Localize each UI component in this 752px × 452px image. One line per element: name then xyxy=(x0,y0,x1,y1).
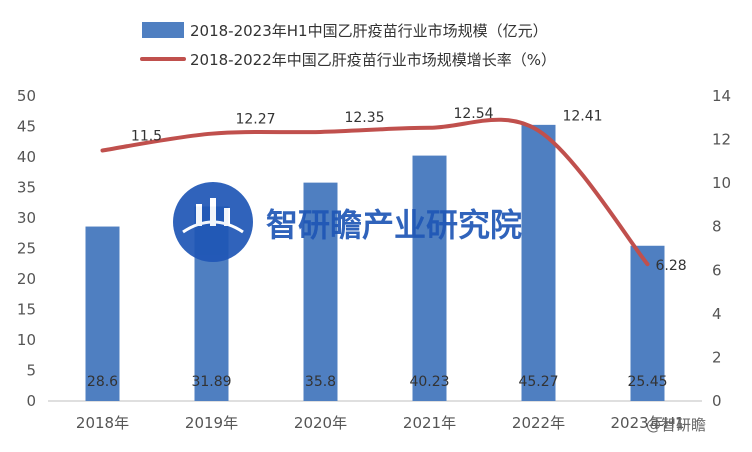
legend-line-label: 2018-2022年中国乙肝疫苗行业市场规模增长率（%） xyxy=(190,51,556,69)
x-tick-label: 2020年 xyxy=(294,414,347,432)
bar xyxy=(630,245,665,401)
y-right-tick-label: 4 xyxy=(712,305,722,323)
bar xyxy=(521,124,556,401)
y-left-tick-label: 15 xyxy=(17,301,36,319)
bar-value-label: 25.45 xyxy=(627,374,667,390)
bar-value-label: 31.89 xyxy=(191,374,231,390)
y-left-tick-label: 35 xyxy=(17,179,36,197)
x-tick-label: 2018年 xyxy=(76,414,129,432)
y-right-tick-label: 0 xyxy=(712,392,722,410)
y-right-tick-label: 2 xyxy=(712,348,722,366)
line-value-label: 12.27 xyxy=(235,112,275,128)
legend: 2018-2023年H1中国乙肝疫苗行业市场规模（亿元） 2018-2022年中… xyxy=(140,22,556,69)
y-left-tick-label: 50 xyxy=(17,87,36,105)
growth-line-path xyxy=(100,117,650,267)
watermark: 智研瞻产业研究院 xyxy=(173,182,522,262)
bars: 28.6 31.89 35.8 40.23 45.27 25.45 xyxy=(85,124,668,401)
bar xyxy=(85,226,120,401)
y-left-tick-label: 0 xyxy=(26,392,36,410)
growth-line: 11.5 12.27 12.35 12.54 12.41 6.28 xyxy=(100,106,687,274)
line-value-label: 6.28 xyxy=(656,258,687,274)
y-right-tick-label: 12 xyxy=(712,131,731,149)
watermark-text: 智研瞻产业研究院 xyxy=(266,206,522,244)
y-left-tick-label: 25 xyxy=(17,240,36,258)
line-value-label: 12.35 xyxy=(344,110,384,126)
y-right-tick-label: 14 xyxy=(712,87,731,105)
y-left-tick-label: 45 xyxy=(17,118,36,136)
line-value-label: 11.5 xyxy=(131,128,162,144)
line-value-label: 12.41 xyxy=(562,109,602,125)
y-left-tick-label: 40 xyxy=(17,148,36,166)
legend-bar-label: 2018-2023年H1中国乙肝疫苗行业市场规模（亿元） xyxy=(190,22,548,40)
bar-value-label: 45.27 xyxy=(518,374,558,390)
x-tick-label: 2023年H1 xyxy=(611,414,685,432)
bar xyxy=(412,155,447,401)
y-left-tick-label: 30 xyxy=(17,209,36,227)
bar-value-label: 28.6 xyxy=(87,374,118,390)
y-left-tick-label: 5 xyxy=(26,362,36,380)
x-tick-label: 2021年 xyxy=(403,414,456,432)
x-tick-label: 2022年 xyxy=(512,414,565,432)
y-left-tick-label: 20 xyxy=(17,270,36,288)
y-left-tick-label: 10 xyxy=(17,331,36,349)
credit-text: @智研瞻 xyxy=(646,416,706,434)
legend-bar-swatch xyxy=(142,22,184,38)
axes: 0 5 10 15 20 25 30 35 40 45 50 0 2 4 6 8 10 12 14 2018年 2019… xyxy=(17,87,731,432)
bar xyxy=(303,182,338,401)
y-right-tick-label: 6 xyxy=(712,261,722,279)
bar-value-label: 35.8 xyxy=(305,374,336,390)
watermark-building-icon xyxy=(196,204,202,226)
line-value-label: 12.54 xyxy=(453,106,493,122)
y-right-tick-label: 8 xyxy=(712,218,722,236)
y-right-tick-label: 10 xyxy=(712,174,731,192)
x-tick-label: 2019年 xyxy=(185,414,238,432)
bar-value-label: 40.23 xyxy=(409,374,449,390)
